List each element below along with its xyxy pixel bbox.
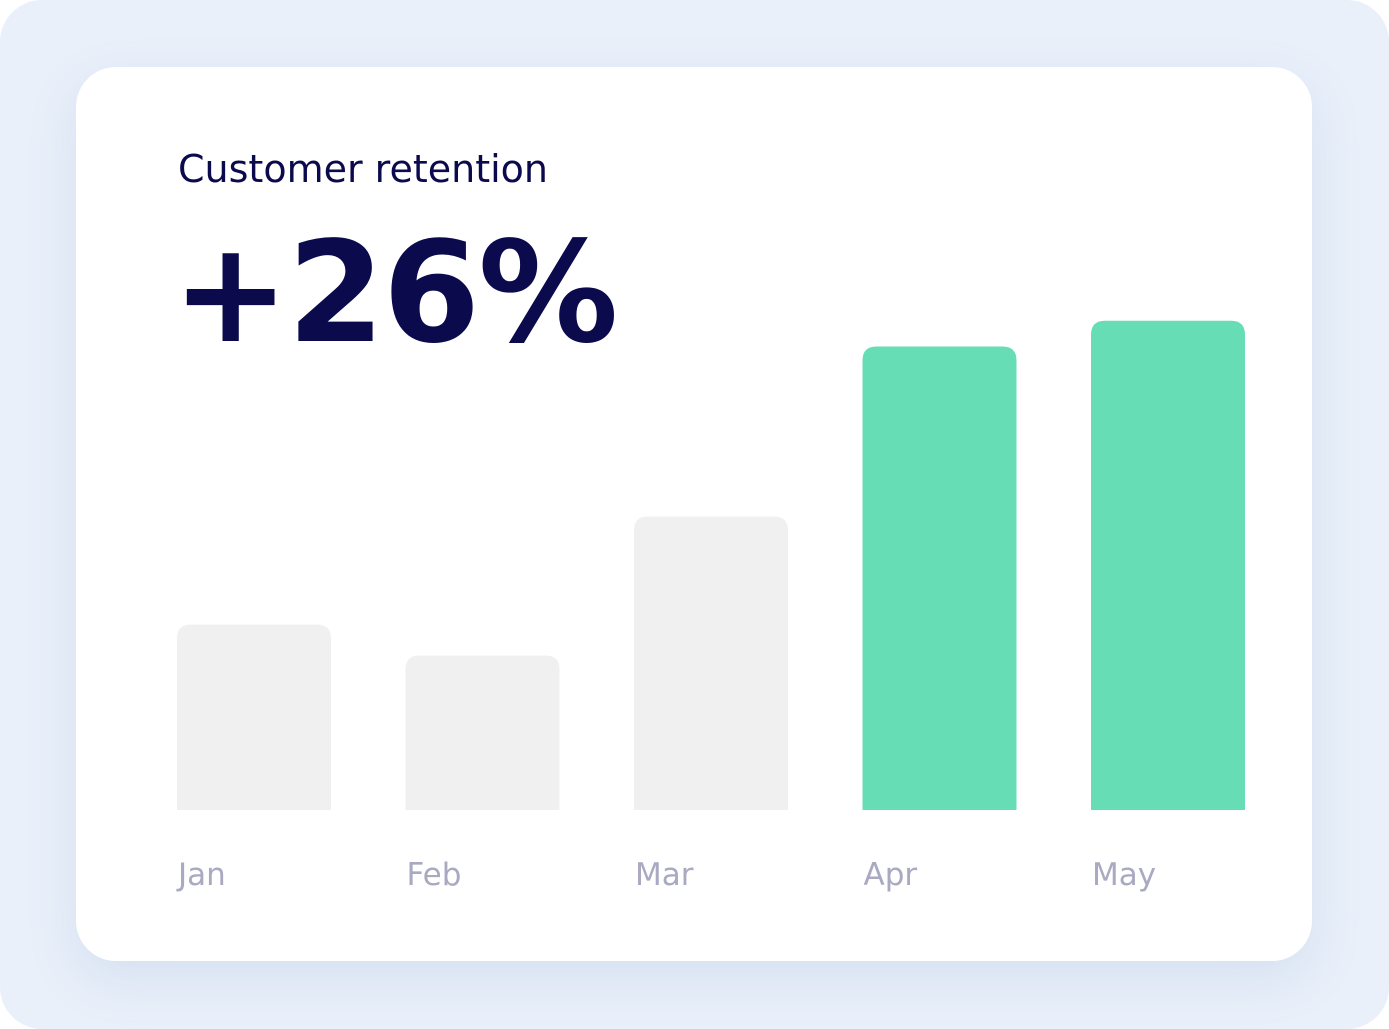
retention-card: Customer retention +26% Jan Feb Mar Apr May <box>76 67 1312 961</box>
x-tick-label-mar: Mar <box>635 857 694 893</box>
bar-apr <box>862 346 1017 810</box>
bar-mar <box>634 516 788 810</box>
x-tick-label-may: May <box>1092 857 1156 893</box>
bar-jan <box>177 624 331 810</box>
card-title: Customer retention <box>178 147 548 191</box>
retention-metric: +26% <box>172 212 618 375</box>
bar-feb <box>405 655 560 810</box>
x-tick-label-apr: Apr <box>864 857 918 893</box>
x-tick-label-jan: Jan <box>176 857 226 893</box>
x-tick-label-feb: Feb <box>407 857 462 893</box>
bar-may <box>1091 320 1245 810</box>
retention-bar-chart: Jan Feb Mar Apr May <box>176 320 1245 893</box>
